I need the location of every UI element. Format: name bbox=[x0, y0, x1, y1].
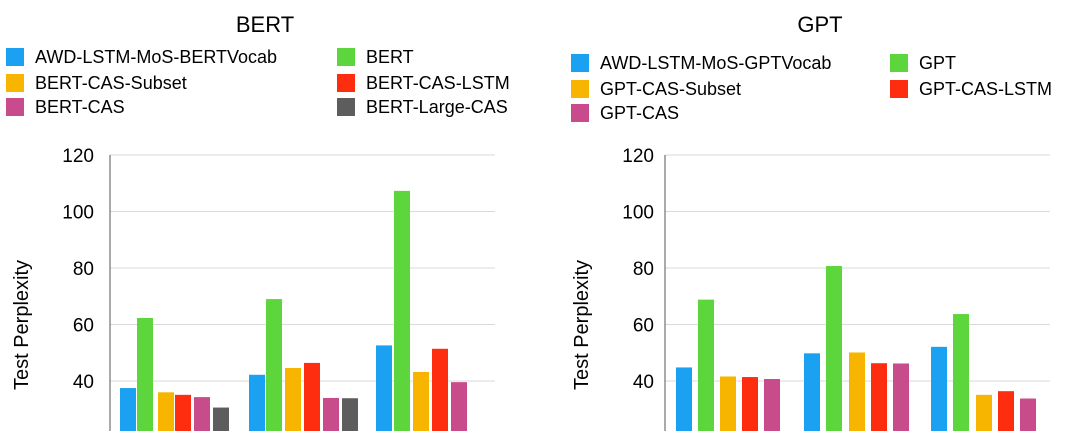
bar-bert-cas-subset bbox=[413, 371, 429, 431]
y-tick-label: 80 bbox=[73, 259, 94, 280]
legend-swatch bbox=[571, 104, 589, 122]
legend-label: BERT-Large-CAS bbox=[366, 97, 508, 117]
y-tick-label: 60 bbox=[633, 316, 654, 337]
legend-item: GPT-CAS bbox=[571, 103, 679, 123]
legend-label: AWD-LSTM-MoS-BERTVocab bbox=[35, 47, 277, 67]
chart-panel-gpt: GPT AWD-LSTM-MoS-GPTVocab GPT GPT-CAS-Subse… bbox=[571, 12, 1052, 431]
legend-item: BERT-CAS bbox=[6, 97, 125, 117]
legend-swatch bbox=[6, 74, 24, 92]
legend-swatch bbox=[337, 98, 355, 116]
legend-swatch bbox=[337, 74, 355, 92]
legend-label: BERT-CAS bbox=[35, 97, 125, 117]
y-tick-label: 40 bbox=[633, 372, 654, 393]
y-tick-label: 80 bbox=[633, 259, 654, 280]
legend-swatch bbox=[890, 54, 908, 72]
bar-bert-large-cas bbox=[342, 398, 358, 431]
y-axis-label: Test Perplexity bbox=[11, 260, 33, 390]
y-tick-label: 20 bbox=[633, 429, 654, 431]
legend-item: BERT-Large-CAS bbox=[337, 97, 508, 117]
bar-gpt-cas bbox=[764, 379, 780, 431]
legend-item: GPT-CAS-Subset bbox=[571, 79, 741, 99]
y-tick-label: 120 bbox=[62, 146, 94, 167]
bar-gpt-cas-subset bbox=[849, 352, 865, 431]
y-tick-label: 100 bbox=[622, 203, 654, 224]
y-tick-label: 40 bbox=[73, 372, 94, 393]
chart-title: BERT bbox=[236, 12, 294, 37]
legend-label: GPT-CAS-Subset bbox=[600, 79, 741, 99]
bar-awd-lstm-mos-gptvocab bbox=[931, 346, 947, 431]
legend-label: GPT bbox=[919, 53, 956, 73]
bar-bert-cas-lstm bbox=[432, 348, 448, 431]
bar-awd-lstm-mos-gptvocab bbox=[676, 367, 692, 431]
bar-gpt-cas-lstm bbox=[998, 391, 1014, 431]
legend-item: BERT bbox=[337, 47, 414, 67]
legend-item: BERT-CAS-LSTM bbox=[337, 73, 510, 93]
bar-gpt-cas-subset bbox=[976, 394, 992, 431]
y-tick-label: 60 bbox=[73, 316, 94, 337]
bar-bert-cas-subset bbox=[285, 368, 301, 431]
legend-item: BERT-CAS-Subset bbox=[6, 73, 187, 93]
bar-bert-cas bbox=[451, 382, 467, 431]
legend-swatch bbox=[6, 98, 24, 116]
bar-bert-cas bbox=[194, 397, 210, 431]
bar-awd-lstm-mos-bertvocab bbox=[120, 388, 136, 431]
bar-bert bbox=[137, 318, 153, 431]
legend-item: AWD-LSTM-MoS-GPTVocab bbox=[571, 53, 831, 73]
bar-bert bbox=[394, 190, 410, 431]
bar-bert-cas-lstm bbox=[304, 362, 320, 431]
chart-title: GPT bbox=[797, 12, 842, 37]
bar-gpt-cas bbox=[1020, 398, 1036, 431]
bar-bert-cas-lstm bbox=[175, 394, 191, 431]
legend-label: BERT-CAS-Subset bbox=[35, 73, 187, 93]
bar-bert-cas bbox=[323, 397, 339, 431]
legend-item: GPT-CAS-LSTM bbox=[890, 79, 1052, 99]
bar-gpt-cas-lstm bbox=[742, 377, 758, 431]
legend-swatch bbox=[571, 54, 589, 72]
legend-label: GPT-CAS-LSTM bbox=[919, 79, 1052, 99]
chart-panel-bert: BERT AWD-LSTM-MoS-BERTVocab BERT BERT-CAS-S… bbox=[6, 12, 510, 431]
y-axis-label: Test Perplexity bbox=[571, 260, 593, 390]
bar-awd-lstm-mos-bertvocab bbox=[249, 374, 265, 431]
bar-gpt bbox=[953, 314, 969, 431]
bar-awd-lstm-mos-gptvocab bbox=[804, 353, 820, 431]
legend-label: BERT-CAS-LSTM bbox=[366, 73, 510, 93]
bar-bert bbox=[266, 299, 282, 431]
y-tick-label: 20 bbox=[73, 429, 94, 431]
legend-swatch bbox=[337, 48, 355, 66]
legend-label: BERT bbox=[366, 47, 414, 67]
legend-swatch bbox=[571, 80, 589, 98]
bar-bert-large-cas bbox=[213, 407, 229, 431]
y-tick-label: 120 bbox=[622, 146, 654, 167]
bar-bert-cas-subset bbox=[158, 392, 174, 431]
bar-gpt-cas-subset bbox=[720, 376, 736, 431]
bar-awd-lstm-mos-bertvocab bbox=[376, 345, 392, 431]
legend-swatch bbox=[6, 48, 24, 66]
legend-label: GPT-CAS bbox=[600, 103, 679, 123]
y-tick-label: 100 bbox=[62, 203, 94, 224]
legend-swatch bbox=[890, 80, 908, 98]
bar-gpt-cas bbox=[893, 363, 909, 431]
legend-item: AWD-LSTM-MoS-BERTVocab bbox=[6, 47, 277, 67]
bar-gpt bbox=[826, 266, 842, 431]
legend-item: GPT bbox=[890, 53, 956, 73]
legend-label: AWD-LSTM-MoS-GPTVocab bbox=[600, 53, 831, 73]
bar-gpt bbox=[698, 299, 714, 431]
bar-gpt-cas-lstm bbox=[871, 363, 887, 431]
